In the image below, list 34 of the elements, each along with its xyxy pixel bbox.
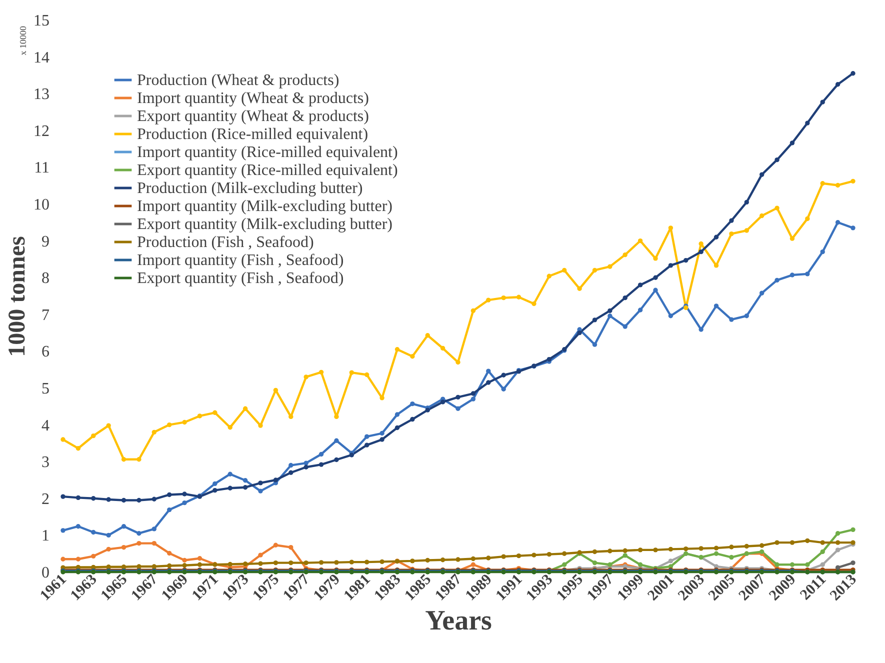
legend-label: Production (Wheat & products) xyxy=(137,72,340,89)
y-tick-label: 12 xyxy=(34,122,50,140)
x-tick-label: 1991 xyxy=(493,572,526,604)
y-tick-label: 10 xyxy=(34,196,50,214)
y-tick-label: 1 xyxy=(42,528,50,545)
y-axis-title: 1000 tonnes xyxy=(4,236,30,357)
x-axis-title: Years xyxy=(425,605,492,636)
legend-label: Export quantity (Rice-milled equivalent) xyxy=(137,162,398,179)
legend-label: Production (Milk-excluding butter) xyxy=(137,180,363,197)
legend-label: Production (Rice-milled equivalent) xyxy=(137,126,368,143)
legend-label: Export quantity (Milk-excluding butter) xyxy=(137,216,392,233)
y-tick-label: 2 xyxy=(42,490,50,508)
legend-label: Import quantity (Milk-excluding butter) xyxy=(137,198,392,215)
y-tick-label: 3 xyxy=(42,454,50,472)
x-tick-label: 1981 xyxy=(341,572,374,604)
legend-label: Import quantity (Rice-milled equivalent) xyxy=(137,144,398,161)
y-tick-label: 9 xyxy=(42,233,50,250)
y-tick-label: 15 xyxy=(34,12,50,30)
x-tick-label: 1971 xyxy=(189,572,222,604)
y-tick-label: 14 xyxy=(34,49,50,66)
legend-label: Import quantity (Fish , Seafood) xyxy=(137,252,344,269)
y-tick-label: 8 xyxy=(42,270,50,288)
y-tick-label: 5 xyxy=(42,380,50,398)
y-tick-label: 6 xyxy=(42,344,50,361)
x-tick-label: 2011 xyxy=(798,572,830,604)
legend-label: Production (Fish , Seafood) xyxy=(137,234,314,251)
y-tick-label: 7 xyxy=(42,306,50,324)
legend-label: Export quantity (Wheat & products) xyxy=(137,108,369,125)
y-tick-label: 13 xyxy=(34,86,50,104)
legend-label: Import quantity (Wheat & products) xyxy=(137,90,369,107)
y-tick-label: 11 xyxy=(34,160,50,177)
text: x 10000 xyxy=(18,26,28,56)
legend-label: Export quantity (Fish , Seafood) xyxy=(137,270,344,287)
y-tick-label: 4 xyxy=(42,417,50,434)
